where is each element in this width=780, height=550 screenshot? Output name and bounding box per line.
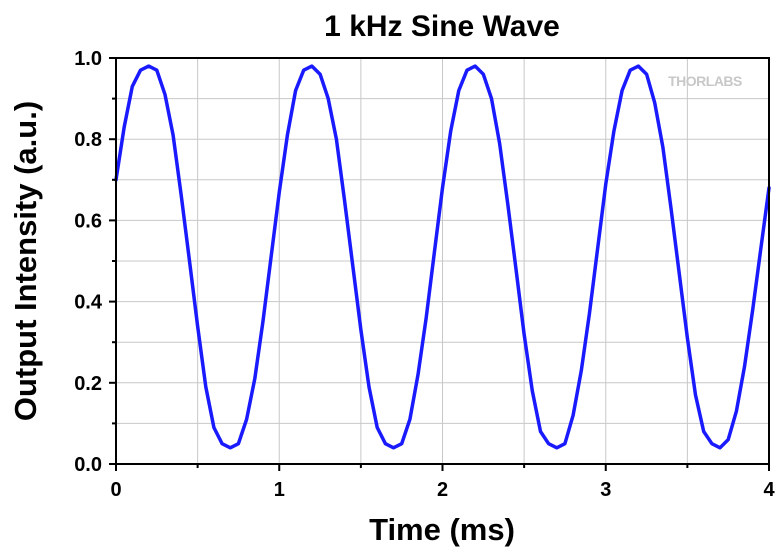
axis-ticks	[109, 57, 770, 471]
x-tick-label: 1	[274, 479, 285, 501]
y-tick-label: 0.4	[74, 292, 103, 314]
x-tick-label: 0	[110, 479, 121, 501]
grid	[115, 57, 770, 465]
chart-title: 1 kHz Sine Wave	[324, 10, 560, 43]
y-tick-label: 1.0	[74, 48, 102, 70]
y-tick-label: 0.0	[74, 454, 102, 476]
y-tick-labels: 0.0 0.2 0.4 0.6 0.8 1.0	[74, 48, 103, 476]
y-tick-label: 0.6	[74, 210, 102, 232]
x-tick-label: 4	[763, 479, 775, 501]
x-tick-label: 3	[600, 479, 611, 501]
x-tick-labels: 0 1 2 3 4	[110, 479, 775, 501]
x-tick-label: 2	[437, 479, 448, 501]
plot-area-series	[114, 64, 771, 450]
thorlabs-watermark: THORLABS	[668, 73, 742, 89]
series-line	[114, 64, 771, 450]
x-axis-label: Time (ms)	[369, 512, 515, 547]
y-tick-label: 0.2	[74, 373, 102, 395]
y-axis-label: Output Intensity (a.u.)	[8, 101, 43, 421]
y-tick-label: 0.8	[74, 129, 102, 151]
